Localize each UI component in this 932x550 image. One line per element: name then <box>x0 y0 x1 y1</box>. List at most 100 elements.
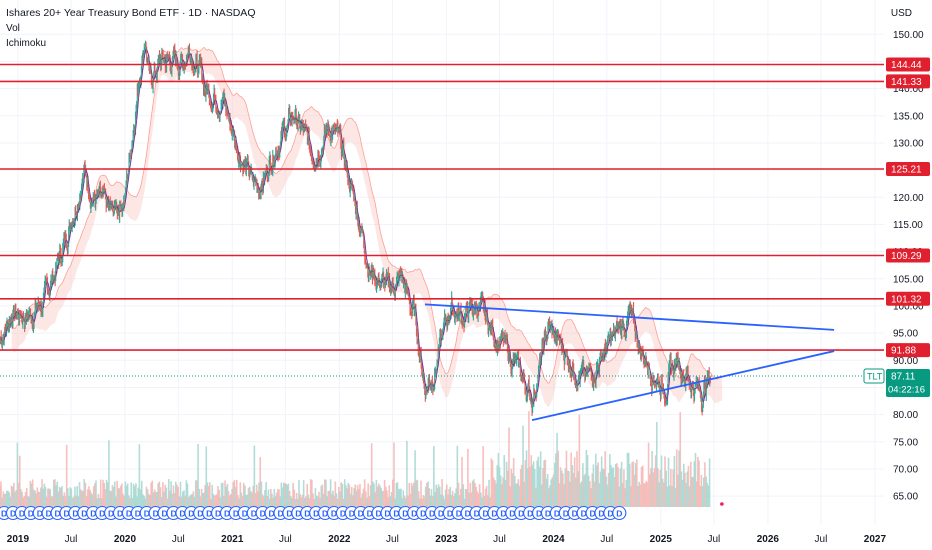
volume-bar <box>537 456 540 507</box>
time-tick-label: 2021 <box>221 534 244 545</box>
volume-bar <box>275 492 278 507</box>
volume-bar <box>22 497 25 507</box>
volume-bar <box>251 492 253 507</box>
volume-bar <box>248 486 251 507</box>
volume-bar <box>23 495 26 507</box>
volume-bar <box>382 491 385 507</box>
level-price-tag[interactable]: 144.44 <box>886 57 930 72</box>
volume-bar <box>389 496 392 507</box>
volume-bar <box>42 488 45 507</box>
volume-bar <box>428 488 430 507</box>
dividend-marker-glyph: D <box>572 508 578 518</box>
trendline[interactable] <box>424 303 835 331</box>
level-price-tag[interactable]: 91.88 <box>886 343 930 358</box>
dividend-marker-glyph: D <box>474 508 480 518</box>
volume-bar <box>216 494 218 507</box>
volume-bar <box>611 468 614 507</box>
volume-bar <box>29 480 32 507</box>
volume-bar <box>361 493 364 507</box>
volume-bar <box>369 484 372 507</box>
volume-bar <box>342 498 345 507</box>
volume-bar <box>4 493 7 507</box>
chart-title[interactable]: Ishares 20+ Year Treasury Bond ETF · 1D … <box>6 7 256 19</box>
volume-bar <box>50 496 53 507</box>
currency-label[interactable]: USD <box>890 8 912 19</box>
volume-bar <box>61 486 63 507</box>
volume-bar <box>183 490 185 507</box>
volume-bar <box>551 477 554 507</box>
volume-bar <box>521 465 523 507</box>
volume-bar <box>490 458 493 507</box>
volume-bar <box>702 477 705 507</box>
price-tick-label: 75.00 <box>893 437 918 448</box>
volume-bar <box>167 479 170 507</box>
dividend-marker-glyph: D <box>1 508 7 518</box>
symbol-tag[interactable]: TLT <box>863 368 885 384</box>
volume-bar <box>609 454 611 507</box>
volume-bar <box>426 482 428 507</box>
volume-bar <box>691 477 693 507</box>
trendline[interactable] <box>531 350 835 421</box>
volume-bar <box>158 481 161 507</box>
volume-bar <box>565 450 568 507</box>
volume-bar <box>414 450 416 507</box>
dividend-marker-glyph: D <box>518 508 524 518</box>
volume-bar <box>225 486 228 507</box>
level-price-tag[interactable]: 101.32 <box>886 291 930 306</box>
volume-bar <box>468 492 470 507</box>
volume-bar <box>462 484 465 507</box>
volume-bar <box>281 487 284 507</box>
time-tick-label: Jul <box>493 534 506 545</box>
volume-bar <box>217 486 219 507</box>
dividend-marker-glyph: D <box>251 508 257 518</box>
level-price-tag[interactable]: 109.29 <box>886 248 930 263</box>
volume-bar <box>481 497 483 507</box>
volume-bar <box>419 498 421 507</box>
volume-bar <box>604 451 606 507</box>
volume-bar <box>64 496 67 507</box>
volume-bar <box>529 466 531 507</box>
last-price-tag[interactable]: 87.11 04:22:16 <box>886 369 930 398</box>
dividend-marker-glyph: D <box>170 508 176 518</box>
dividend-marker-glyph: D <box>420 508 426 518</box>
dividend-marker-glyph: D <box>358 508 364 518</box>
volume-bar <box>56 481 59 507</box>
price-tick-label: 140.00 <box>893 84 924 95</box>
volume-bar <box>536 460 538 507</box>
volume-bar <box>566 470 569 507</box>
volume-bar <box>58 487 61 507</box>
volume-bar <box>255 484 258 507</box>
volume-bar <box>21 491 23 507</box>
volume-bar <box>305 496 307 507</box>
volume-bar <box>247 487 250 507</box>
volume-bar <box>166 498 169 507</box>
volume-bar <box>131 498 134 507</box>
volume-bar <box>326 496 328 507</box>
volume-bar <box>658 482 660 507</box>
dividend-marker[interactable]: D <box>612 505 627 521</box>
dividend-marker-glyph: D <box>126 508 132 518</box>
volume-bar <box>219 497 222 507</box>
volume-bar <box>593 481 596 507</box>
volume-bar <box>646 482 649 507</box>
volume-indicator-label[interactable]: Vol <box>6 23 20 34</box>
volume-bar <box>613 476 616 507</box>
dividend-marker-glyph: D <box>483 508 489 518</box>
volume-bar <box>341 483 344 507</box>
volume-bar <box>274 495 277 507</box>
volume-bar <box>544 459 547 507</box>
level-price-tag[interactable]: 141.33 <box>886 74 930 89</box>
volume-bar <box>672 469 675 507</box>
dividend-marker-glyph: D <box>72 508 78 518</box>
volume-bar <box>124 481 127 507</box>
volume-bar <box>562 473 564 507</box>
volume-bar <box>137 487 140 507</box>
level-price-tag[interactable]: 125.21 <box>886 161 930 176</box>
volume-bar <box>526 468 529 507</box>
ichimoku-indicator-label[interactable]: Ichimoku <box>6 38 47 49</box>
dividend-marker-glyph: D <box>393 508 399 518</box>
dividend-marker-glyph: D <box>144 508 150 518</box>
volume-bar <box>69 487 71 507</box>
volume-bar <box>499 475 502 507</box>
